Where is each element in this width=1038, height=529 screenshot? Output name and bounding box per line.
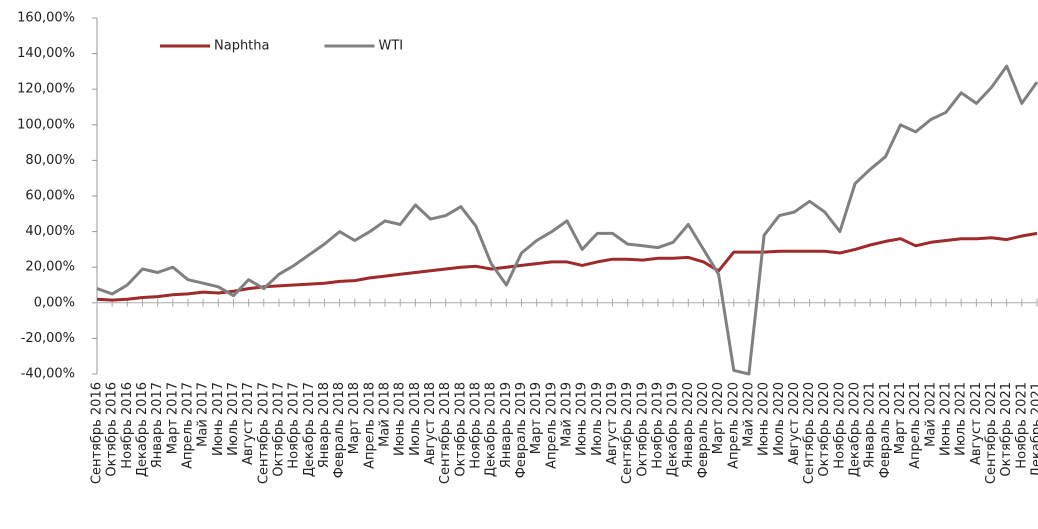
y-tick-label: 160,00% [17,11,75,26]
x-tick-label: Март 2021 [893,382,908,454]
x-tick-label: Июль 2020 [772,382,787,456]
x-tick-label: Июнь 2021 [939,382,954,456]
x-tick-label: Октябрь 2021 [999,382,1014,477]
x-tick-label: Июнь 2019 [575,382,590,456]
x-tick-label: Февраль 2021 [878,382,893,478]
x-tick-label: Ноябрь 2020 [832,382,847,469]
y-tick-label: 20,00% [25,260,75,275]
x-tick-label: Апрель 2017 [180,382,195,469]
legend-label: WTI [379,39,404,54]
x-tick-label: Июль 2018 [408,382,423,456]
x-tick-label: Сентябрь 2018 [438,382,453,484]
x-tick-label: Январь 2020 [681,382,696,468]
x-tick-label: Май 2017 [196,382,211,447]
x-tick-label: Ноябрь 2017 [287,382,302,469]
y-tick-label: 0,00% [34,295,75,310]
x-tick-label: Апрель 2020 [726,382,741,469]
x-tick-label: Октябрь 2018 [453,382,468,477]
x-tick-label: Декабрь 2016 [135,382,150,477]
x-tick-label: Октябрь 2020 [817,382,832,477]
y-tick-label: 120,00% [17,82,75,97]
x-tick-label: Ноябрь 2019 [650,382,665,469]
x-tick-label: Сентябрь 2020 [802,382,817,484]
y-tick-label: 80,00% [25,153,75,168]
x-tick-label: Июль 2017 [226,382,241,456]
x-tick-label: Сентябрь 2021 [984,382,999,484]
x-tick-label: Июнь 2020 [757,382,772,456]
x-tick-label: Декабрь 2021 [1030,382,1038,477]
x-tick-label: Апрель 2019 [544,382,559,469]
x-tick-label: Декабрь 2018 [484,382,499,477]
x-tick-label: Май 2019 [560,382,575,447]
x-tick-label: Ноябрь 2016 [120,382,135,469]
line-series [96,64,1038,376]
x-tick-label: Октябрь 2017 [271,382,286,477]
x-tick-label: Август 2018 [423,382,438,465]
x-tick-label: Март 2017 [165,382,180,454]
x-tick-label: Июль 2019 [590,382,605,456]
x-tick-label: Август 2017 [241,382,256,465]
x-tick-label: Февраль 2019 [514,382,529,478]
x-tick-label: Ноябрь 2021 [1014,382,1029,469]
x-tick-label: Август 2021 [969,382,984,465]
x-tick-label: Ноябрь 2018 [469,382,484,469]
y-tick-label: -40,00% [21,367,75,382]
x-tick-label: Сентябрь 2016 [90,382,105,484]
x-tick-label: Январь 2021 [863,382,878,468]
x-tick-label: Декабрь 2017 [302,382,317,477]
x-tick-label: Январь 2018 [317,382,332,468]
x-tick-label: Март 2018 [347,382,362,454]
x-tick-label: Апрель 2021 [908,382,923,469]
y-tick-label: 140,00% [17,46,75,61]
x-tick-label: Май 2021 [923,382,938,447]
x-tick-label: Декабрь 2020 [848,382,863,477]
x-tick-label: Февраль 2018 [332,382,347,478]
x-tick-label: Апрель 2018 [362,382,377,469]
x-tick-label: Январь 2019 [499,382,514,468]
x-tick-label: Сентябрь 2019 [620,382,635,484]
x-tick-label: Август 2019 [605,382,620,465]
x-tick-label: Июль 2021 [954,382,969,456]
legend-label: Naphtha [214,39,270,54]
y-tick-label: 40,00% [25,224,75,239]
x-tick-label: Май 2018 [378,382,393,447]
x-tick-label: Октябрь 2016 [105,382,120,477]
y-tick-label: 100,00% [17,117,75,132]
y-tick-label: 60,00% [25,189,75,204]
x-tick-label: Март 2019 [529,382,544,454]
x-tick-label: Декабрь 2019 [666,382,681,477]
x-tick-label: Октябрь 2019 [635,382,650,477]
y-tick-label: -20,00% [21,331,75,346]
x-tick-label: Февраль 2020 [696,382,711,478]
x-tick-label: Январь 2017 [150,382,165,468]
x-tick-label: Май 2020 [741,382,756,447]
line-series [96,231,1038,302]
x-tick-label: Март 2020 [711,382,726,454]
x-tick-label: Июнь 2017 [211,382,226,456]
x-tick-label: Август 2020 [787,382,802,465]
x-tick-label: Сентябрь 2017 [256,382,271,484]
x-tick-label: Июнь 2018 [393,382,408,456]
